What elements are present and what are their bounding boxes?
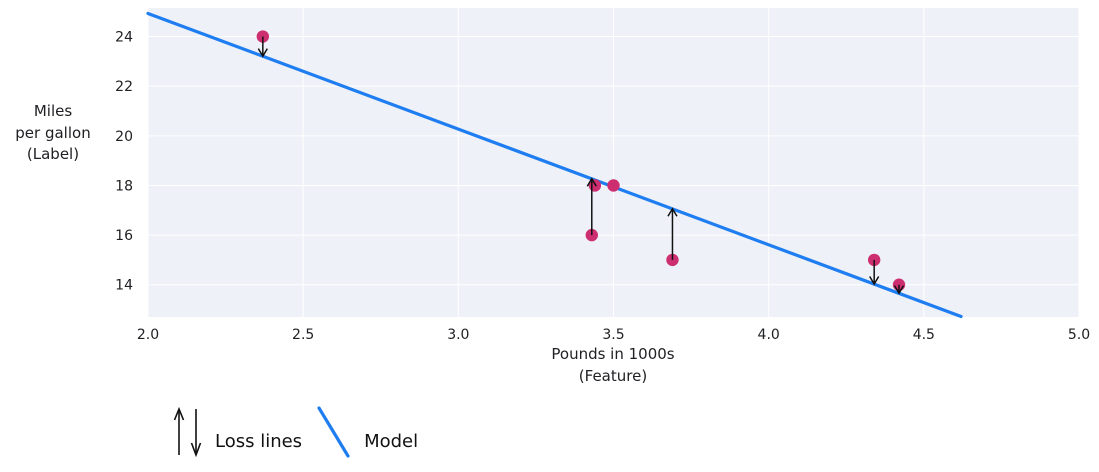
loss-arrow	[893, 284, 905, 295]
x-axis-title-line: (Feature)	[578, 367, 648, 385]
model-line	[146, 11, 963, 319]
legend: Loss lines Model	[167, 404, 418, 462]
y-tick-label: 20	[115, 129, 133, 145]
y-tick-label: 24	[115, 30, 133, 46]
loss-arrow-head	[869, 276, 880, 286]
loss-arrow-head	[893, 285, 905, 295]
x-axis-title-line: Pounds in 1000s	[551, 345, 675, 363]
y-tick-label: 18	[115, 178, 133, 194]
data-point	[607, 179, 620, 192]
axis-tick-labels: 2.0 2.5 3.0 3.5 4.0 4.5 5.0 14 16 18 20 22 24	[115, 30, 1090, 343]
y-axis-title-line: per gallon	[15, 123, 91, 142]
loss-arrow	[586, 177, 597, 236]
x-axis-title: Pounds in 1000s (Feature)	[463, 343, 763, 387]
x-tick-label: 5.0	[1068, 327, 1090, 343]
y-tick-label: 22	[115, 79, 133, 95]
loss-arrow	[257, 36, 268, 58]
x-tick-label: 4.0	[758, 327, 780, 343]
y-axis-title-line: Miles	[33, 102, 73, 120]
loss-arrow-head	[586, 177, 597, 187]
y-tick-label: 16	[115, 228, 133, 244]
y-axis-title: Miles per gallon (Label)	[2, 101, 104, 166]
model-line-icon	[317, 406, 350, 458]
loss-arrow-head	[257, 48, 268, 58]
loss-arrow	[869, 259, 880, 286]
x-tick-label: 3.5	[602, 327, 624, 343]
legend-label-model: Model	[364, 431, 419, 452]
y-axis-title-line: (Label)	[26, 145, 80, 163]
loss-arrow	[667, 207, 678, 260]
x-tick-label: 3.0	[447, 327, 469, 343]
x-tick-label: 4.5	[913, 327, 935, 343]
loss-lines	[257, 36, 905, 295]
x-tick-label: 2.0	[137, 327, 159, 343]
x-tick-label: 2.5	[292, 327, 314, 343]
y-tick-label: 14	[115, 278, 133, 294]
loss-lines-arrows-icon	[173, 406, 202, 458]
loss-arrow-head	[667, 207, 678, 217]
legend-label-loss-lines: Loss lines	[215, 431, 303, 452]
model-regression-line	[146, 11, 963, 319]
